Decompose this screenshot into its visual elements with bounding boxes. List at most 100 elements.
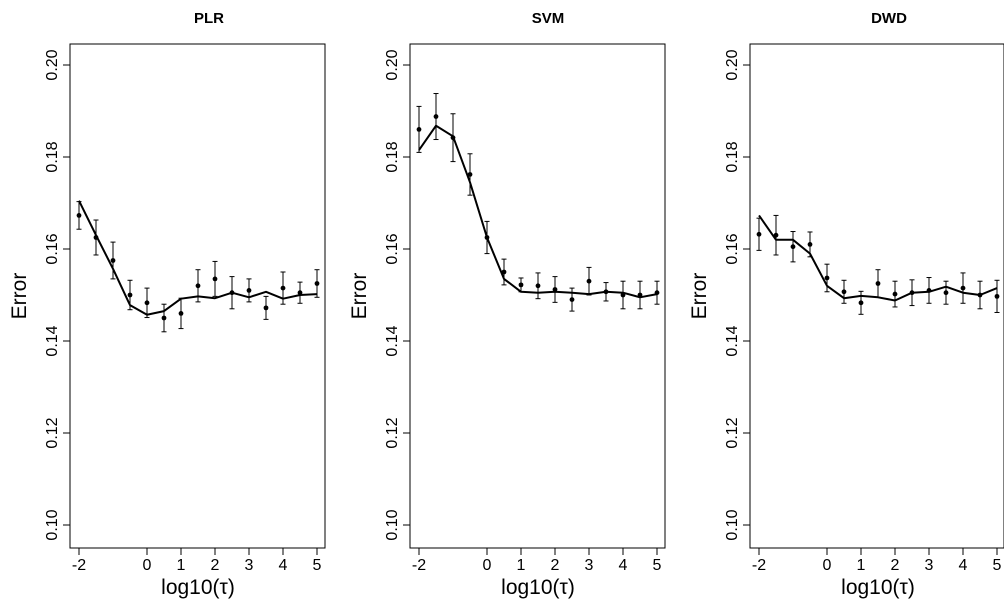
- y-tick-label: 0.16: [44, 233, 61, 264]
- data-point: [297, 290, 303, 296]
- data-point: [229, 290, 235, 296]
- y-tick-label: 0.12: [384, 417, 401, 448]
- x-tick-label: 3: [585, 557, 594, 574]
- data-point: [654, 290, 660, 296]
- data-point: [263, 305, 269, 311]
- data-point: [484, 235, 490, 240]
- data-point: [535, 283, 541, 289]
- data-point: [790, 244, 796, 250]
- y-tick-label: 0.20: [44, 49, 61, 80]
- data-point: [144, 300, 150, 306]
- data-point: [603, 289, 609, 295]
- data-point: [909, 290, 915, 296]
- x-tick-label: 0: [143, 557, 152, 574]
- x-tick-label: 3: [925, 557, 934, 574]
- data-point: [875, 281, 881, 286]
- x-tick-label: -2: [412, 557, 426, 574]
- data-point: [161, 315, 167, 321]
- data-point: [569, 297, 575, 302]
- data-point: [314, 281, 320, 286]
- data-point: [280, 285, 286, 291]
- data-point: [110, 258, 116, 263]
- chart-panel-plr: PLR 0.10 0.12 0.14 0.16 0.18 0.20 -2 0 1 2 3 4 5 log10…: [8, 10, 326, 599]
- y-tick-label: 0.12: [724, 417, 741, 448]
- y-tick-label: 0.18: [724, 141, 741, 172]
- plot-frame: [69, 43, 326, 549]
- y-tick-label: 0.14: [384, 325, 401, 356]
- chart-title: SVM: [532, 10, 565, 27]
- y-axis-label: Error: [8, 273, 31, 320]
- y-tick-label: 0.12: [44, 417, 61, 448]
- x-tick-label: 4: [619, 557, 628, 574]
- data-point: [93, 235, 99, 240]
- y-tick-label: 0.10: [44, 509, 61, 540]
- plot-frame: [749, 43, 1004, 549]
- data-point: [246, 288, 252, 293]
- x-tick-label: 0: [823, 557, 832, 574]
- x-axis-label: log10(τ): [161, 576, 235, 599]
- x-tick-label: 0: [483, 557, 492, 574]
- data-point: [76, 213, 82, 218]
- chart-panel-svm: SVM 0.10 0.12 0.14 0.16 0.18 0.20 -2 0 1 2 3 4 5 log10…: [348, 10, 666, 599]
- x-tick-label: 3: [245, 557, 254, 574]
- y-tick-label: 0.18: [44, 141, 61, 172]
- x-tick-label: 1: [177, 557, 186, 574]
- x-tick-label: 2: [551, 557, 560, 574]
- y-axis-label: Error: [688, 273, 711, 320]
- y-axis-label: Error: [348, 273, 371, 320]
- data-point: [994, 293, 1000, 299]
- y-tick-label: 0.10: [384, 509, 401, 540]
- data-point: [433, 114, 439, 119]
- x-tick-label: 1: [517, 557, 526, 574]
- data-point: [195, 283, 201, 289]
- data-point: [450, 135, 456, 141]
- data-point: [127, 292, 133, 298]
- x-tick-label: 5: [653, 557, 662, 574]
- data-point: [178, 311, 184, 316]
- data-point: [892, 291, 898, 297]
- data-point: [926, 288, 932, 293]
- chart-panel-dwd: DWD 0.10 0.12 0.14 0.16 0.18 0.20 -2 0 1 2 3 4 5 log10…: [688, 10, 1004, 599]
- x-axis-label: log10(τ): [501, 576, 575, 599]
- y-tick-label: 0.14: [44, 325, 61, 356]
- y-tick-label: 0.10: [724, 509, 741, 540]
- data-point: [943, 290, 949, 296]
- y-tick-label: 0.20: [724, 49, 741, 80]
- chart-title: DWD: [871, 10, 907, 27]
- x-tick-label: 5: [993, 557, 1002, 574]
- plot-frame: [409, 43, 666, 549]
- data-point: [773, 232, 779, 238]
- data-point: [756, 231, 762, 237]
- x-tick-label: -2: [72, 557, 86, 574]
- x-tick-label: 2: [211, 557, 220, 574]
- data-point: [807, 242, 813, 247]
- series-line: [418, 124, 658, 299]
- data-point: [552, 287, 558, 292]
- data-point: [467, 172, 473, 177]
- x-axis-label: log10(τ): [841, 576, 915, 599]
- data-point: [586, 278, 592, 284]
- y-tick-label: 0.16: [384, 233, 401, 264]
- x-tick-label: -2: [752, 557, 766, 574]
- data-point: [620, 292, 626, 298]
- data-point: [841, 289, 847, 295]
- y-tick-label: 0.14: [724, 325, 741, 356]
- data-point: [212, 276, 218, 282]
- x-tick-label: 2: [891, 557, 900, 574]
- y-tick-label: 0.20: [384, 49, 401, 80]
- data-point: [824, 275, 830, 281]
- x-tick-label: 4: [959, 557, 968, 574]
- chart-title: PLR: [194, 10, 224, 27]
- data-point: [977, 292, 983, 298]
- data-point: [501, 269, 507, 275]
- data-point: [416, 126, 422, 132]
- y-tick-label: 0.18: [384, 141, 401, 172]
- data-point: [518, 282, 524, 288]
- data-point: [960, 285, 966, 291]
- data-point: [637, 292, 643, 298]
- x-tick-label: 1: [857, 557, 866, 574]
- y-tick-label: 0.16: [724, 233, 741, 264]
- x-tick-label: 5: [313, 557, 322, 574]
- data-point: [858, 300, 864, 306]
